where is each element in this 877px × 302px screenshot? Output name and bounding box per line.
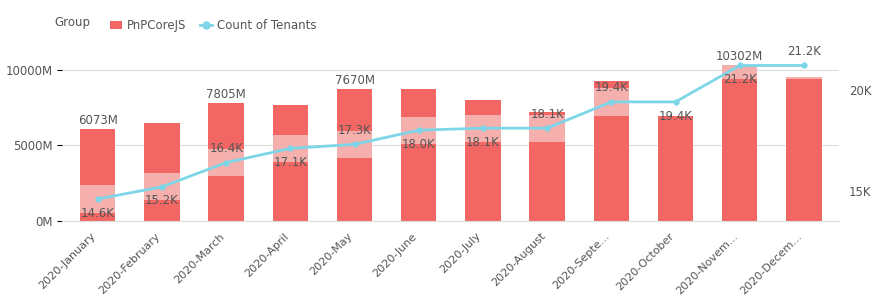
Bar [466,100,501,114]
Bar [594,88,629,116]
Bar [722,79,758,221]
Bar [658,116,693,221]
Bar [144,201,180,221]
Text: 18.1K: 18.1K [466,136,500,149]
Text: 7805M: 7805M [206,88,246,101]
Bar [209,176,244,221]
Bar [594,116,629,221]
Text: 18.1K: 18.1K [531,108,564,120]
Bar [401,117,437,144]
Text: 18.0K: 18.0K [402,138,436,151]
Bar [80,213,116,221]
Bar [273,162,308,221]
Bar [209,103,244,149]
Bar [530,114,565,142]
Bar [594,81,629,88]
Bar [209,149,244,176]
Text: 19.4K: 19.4K [595,81,628,94]
Bar [144,123,180,173]
Bar [80,129,116,185]
Bar [401,89,437,117]
Text: 17.1K: 17.1K [274,156,307,169]
Bar [722,65,758,79]
Text: 10302M: 10302M [717,50,763,63]
Legend: PnPCoreJS, Count of Tenants: PnPCoreJS, Count of Tenants [105,14,321,37]
Text: 17.3K: 17.3K [338,124,371,137]
Bar [530,112,565,114]
Bar [787,77,822,79]
Bar [530,142,565,221]
Bar [80,185,116,213]
Text: Group: Group [54,15,90,28]
Bar [273,135,308,162]
Bar [466,114,501,142]
Bar [337,131,372,158]
Bar [787,79,822,221]
Text: 19.4K: 19.4K [659,110,693,123]
Bar [466,142,501,221]
Bar [144,173,180,201]
Text: 16.4K: 16.4K [210,142,243,155]
Text: 21.2K: 21.2K [787,45,821,58]
Bar [337,158,372,221]
Text: 15.2K: 15.2K [145,194,179,207]
Text: 21.2K: 21.2K [723,73,757,86]
Text: 6073M: 6073M [78,114,118,127]
Bar [401,144,437,221]
Text: 7670M: 7670M [334,74,374,87]
Text: 14.6K: 14.6K [81,207,115,220]
Bar [337,89,372,131]
Bar [273,105,308,135]
